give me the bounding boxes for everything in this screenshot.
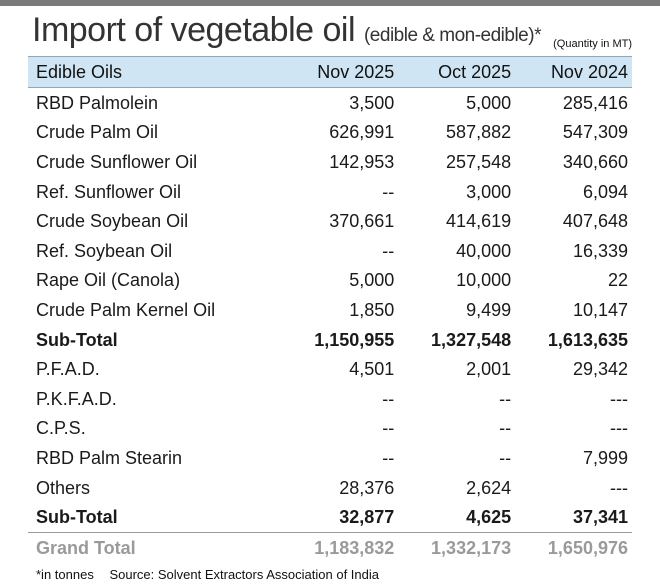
cell-oct-2025: 10,000 [456,270,512,291]
cell-nov-2025: -- [382,388,395,409]
cell-nov-2024: 340,660 [562,151,628,172]
cell-oct-2025: 2,624 [466,477,512,498]
cell-nov-2024: 1,613,635 [547,329,628,350]
row-label: P.F.A.D. [36,359,100,380]
row-label: Rape Oil (Canola) [36,270,181,291]
table-row: Crude Soybean Oil 370,661 414,619 407,648 [28,206,632,236]
cell-nov-2025: -- [382,240,395,261]
cell-oct-2025: 4,625 [466,507,512,528]
row-label: Crude Palm Oil [36,122,159,143]
cell-nov-2025: 370,661 [329,211,395,232]
row-label: RBD Palmolein [36,92,159,113]
cell-nov-2025: 3,500 [349,92,395,113]
table-row: Others 28,376 2,624 --- [28,473,632,503]
footnote-source: Source: Solvent Extractors Association o… [109,567,379,582]
cell-nov-2024: 407,648 [562,211,628,232]
title-subtitle: (edible & mon-edible)* [363,25,542,46]
footnote: *in tonnes Source: Solvent Extractors As… [36,567,379,582]
cell-oct-2025: 587,882 [446,122,512,143]
cell-nov-2025: -- [382,181,395,202]
unit-note: (Quantity in MT) [553,38,632,50]
cell-nov-2024: 6,094 [582,181,628,202]
title-main: Import of vegetable oil [32,11,356,49]
cell-oct-2025: 1,327,548 [431,329,512,350]
row-label: Sub-Total [36,329,118,350]
row-label: Crude Sunflower Oil [36,151,198,172]
table-body: RBD Palmolein 3,500 5,000 285,416 Crude Palm… [28,88,632,563]
table-row: RBD Palm Stearin -- -- 7,999 [28,443,632,473]
row-label: Crude Palm Kernel Oil [36,299,216,320]
cell-oct-2025: 1,332,173 [398,531,516,563]
cell-nov-2024: 285,416 [562,92,628,113]
cell-nov-2025: 28,376 [339,477,395,498]
table-row: C.P.S. -- -- --- [28,414,632,444]
import-table: Edible Oils Nov 2025 Oct 2025 Nov 2024 R… [28,56,632,563]
row-label: Ref. Soybean Oil [36,240,173,261]
cell-nov-2024: 29,342 [572,359,628,380]
cell-nov-2025: 5,000 [349,270,395,291]
cell-oct-2025: -- [499,447,512,468]
cell-nov-2024: 547,309 [562,122,628,143]
cell-oct-2025: -- [499,388,512,409]
cell-oct-2025: 414,619 [446,211,512,232]
row-label: Crude Soybean Oil [36,211,189,232]
cell-oct-2025: 2,001 [466,359,512,380]
cell-nov-2024: 37,341 [572,507,628,528]
table-row: Crude Palm Kernel Oil 1,850 9,499 10,147 [28,295,632,325]
table-row: Ref. Sunflower Oil -- 3,000 6,094 [28,177,632,207]
title-block: Import of vegetable oil (edible & mon-ed… [32,8,632,52]
cell-nov-2025: 1,150,955 [314,329,395,350]
row-label: P.K.F.A.D. [36,388,117,409]
table-row: Crude Sunflower Oil 142,953 257,548 340,660 [28,147,632,177]
row-label: Grand Total [28,531,282,563]
cell-oct-2025: 257,548 [446,151,512,172]
table-row: Grand Total 1,183,832 1,332,173 1,650,976 [28,531,632,563]
col-header-nov-2024: Nov 2024 [515,56,632,88]
footnote-unit: *in tonnes [36,567,94,582]
table-row: RBD Palmolein 3,500 5,000 285,416 [28,88,632,118]
cell-nov-2025: 1,183,832 [281,531,399,563]
table-row: Sub-Total 32,877 4,625 37,341 [28,502,632,532]
cell-nov-2024: --- [610,477,628,498]
table-row: P.F.A.D. 4,501 2,001 29,342 [28,354,632,384]
col-header-oct-2025: Oct 2025 [398,56,516,88]
row-label: Others [36,477,91,498]
top-rule [0,0,660,6]
table-row: Rape Oil (Canola) 5,000 10,000 22 [28,266,632,296]
row-label: C.P.S. [36,418,86,439]
cell-nov-2025: 626,991 [329,122,395,143]
cell-oct-2025: 3,000 [466,181,512,202]
table-title: Import of vegetable oil (edible & mon-ed… [32,8,541,58]
cell-nov-2025: 142,953 [329,151,395,172]
table-row: P.K.F.A.D. -- -- --- [28,384,632,414]
table-row: Crude Palm Oil 626,991 587,882 547,309 [28,118,632,148]
table-row: Ref. Soybean Oil -- 40,000 16,339 [28,236,632,266]
cell-nov-2024: 10,147 [572,299,628,320]
cell-nov-2025: 1,850 [349,299,395,320]
cell-oct-2025: 9,499 [466,299,512,320]
table-row: Sub-Total 1,150,955 1,327,548 1,613,635 [28,325,632,355]
col-header-nov-2025: Nov 2025 [281,56,399,88]
row-label: Sub-Total [36,507,118,528]
cell-nov-2024: --- [610,418,628,439]
cell-oct-2025: 5,000 [466,92,512,113]
cell-oct-2025: -- [499,418,512,439]
header-row: Edible Oils Nov 2025 Oct 2025 Nov 2024 [28,56,632,88]
col-header-edible-oils: Edible Oils [28,56,282,88]
cell-nov-2024: 1,650,976 [515,531,632,563]
cell-nov-2024: --- [610,388,628,409]
cell-nov-2024: 22 [607,270,628,291]
cell-nov-2024: 7,999 [582,447,628,468]
row-label: Ref. Sunflower Oil [36,181,182,202]
cell-nov-2025: -- [382,447,395,468]
cell-nov-2025: 4,501 [349,359,395,380]
row-label: RBD Palm Stearin [36,447,183,468]
cell-oct-2025: 40,000 [456,240,512,261]
cell-nov-2025: 32,877 [339,507,395,528]
cell-nov-2025: -- [382,418,395,439]
cell-nov-2024: 16,339 [572,240,628,261]
